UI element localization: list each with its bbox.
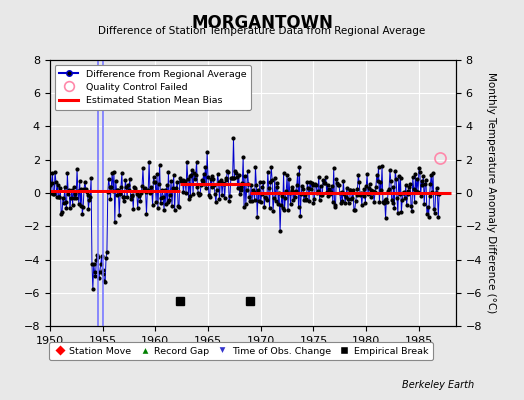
Text: Difference of Station Temperature Data from Regional Average: Difference of Station Temperature Data f… (99, 26, 425, 36)
Legend: Station Move, Record Gap, Time of Obs. Change, Empirical Break: Station Move, Record Gap, Time of Obs. C… (49, 342, 433, 360)
Text: Berkeley Earth: Berkeley Earth (402, 380, 474, 390)
Text: MORGANTOWN: MORGANTOWN (191, 14, 333, 32)
Y-axis label: Monthly Temperature Anomaly Difference (°C): Monthly Temperature Anomaly Difference (… (486, 72, 496, 314)
Legend: Difference from Regional Average, Quality Control Failed, Estimated Station Mean: Difference from Regional Average, Qualit… (54, 65, 251, 110)
